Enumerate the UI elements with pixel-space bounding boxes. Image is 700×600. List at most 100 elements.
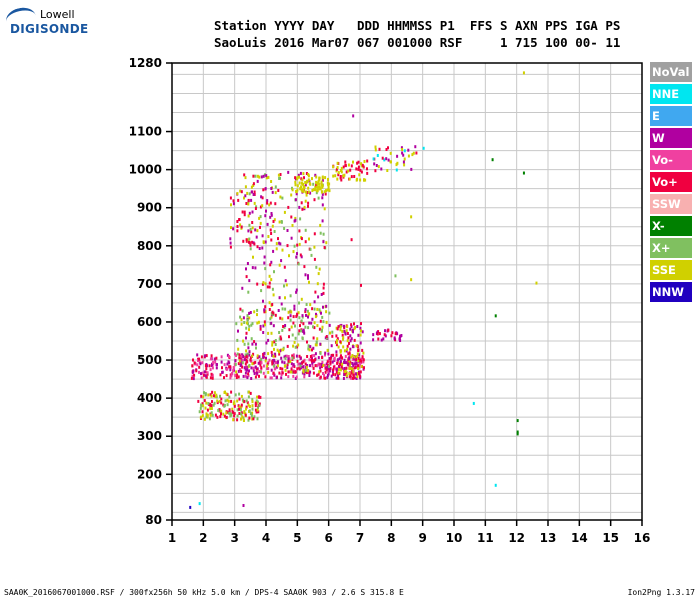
echo-point [339,360,342,364]
echo-point [238,407,240,411]
echo-point [250,185,253,189]
echo-point [312,366,315,370]
echo-point [270,212,273,215]
echo-point [491,158,494,162]
echo-point [402,153,405,157]
echo-point [328,357,331,360]
y-tick-label: 1100 [129,125,162,139]
echo-point [360,170,363,174]
echo-point [304,325,307,329]
echo-point [250,198,253,202]
echo-point [281,196,284,200]
echo-point [344,354,347,358]
echo-point [302,368,305,372]
echo-point [211,413,214,417]
echo-point [244,353,247,357]
echo-point [387,158,390,162]
echo-point [359,370,362,374]
echo-point [315,191,318,195]
echo-point [305,365,308,369]
echo-point [306,355,309,358]
echo-point [201,371,204,375]
echo-point [285,283,288,287]
echo-point [228,408,231,412]
echo-point [251,210,254,214]
echo-point [243,411,246,414]
echo-point [339,328,342,332]
echo-point [357,364,360,368]
echo-point [248,353,251,357]
echo-point [381,156,384,160]
echo-point [277,360,279,364]
echo-point [350,337,353,341]
echo-point [319,223,322,227]
x-tick-label: 5 [293,531,301,545]
echo-point [311,356,313,360]
footer-file-info: SAA0K_2016067001000.RSF / 300fx256h 50 k… [4,588,404,597]
y-tick-label: 500 [137,353,162,367]
echo-point [357,349,360,352]
echo-point [248,364,251,367]
echo-point [192,358,194,362]
echo-point [337,171,340,175]
echo-point [210,372,213,376]
echo-point [396,154,399,158]
echo-point [387,146,389,150]
echo-point [352,363,355,367]
echo-point [328,311,331,315]
echo-point [226,398,229,402]
echo-point [205,375,208,379]
echo-point [240,318,243,322]
echo-point [277,237,279,241]
echo-point [322,291,325,295]
x-tick-label: 3 [230,531,238,545]
echo-point [349,327,352,331]
echo-point [366,159,369,163]
echo-point [287,310,290,314]
echo-point [274,361,277,364]
echo-point [206,408,209,412]
echo-point [273,270,275,274]
echo-point [343,361,345,364]
echo-point [384,329,386,333]
echo-point [316,337,319,341]
echo-point [251,407,254,411]
echo-point [351,354,354,357]
echo-point [275,242,278,246]
echo-point [306,340,308,344]
echo-point [352,114,355,118]
echo-point [398,337,401,341]
echo-point [202,404,205,408]
echo-point [254,360,257,364]
echo-point [300,237,303,241]
echo-point [307,174,310,178]
echo-point [296,243,299,247]
echo-point [219,394,221,398]
echo-point [285,354,288,358]
echo-point [229,368,232,372]
echo-point [307,344,310,348]
echo-point [249,247,252,251]
echo-point [296,252,298,256]
echo-point [230,412,232,416]
echo-point [348,372,351,376]
echo-point [361,330,364,334]
echo-point [302,190,305,193]
echo-point [297,332,300,336]
echo-point [346,347,349,351]
echo-point [254,342,257,346]
echo-point [344,361,347,365]
echo-point [298,316,301,320]
echo-point [248,240,250,244]
y-tick-label: 400 [137,391,162,405]
echo-point [361,355,364,359]
echo-point [348,367,351,370]
echo-point [351,370,354,374]
echo-point [246,352,249,356]
echo-point [299,171,302,175]
echo-point [321,328,323,332]
echo-point [321,360,324,364]
echo-point [266,364,269,368]
echo-point [299,324,301,328]
echo-point [278,337,281,341]
